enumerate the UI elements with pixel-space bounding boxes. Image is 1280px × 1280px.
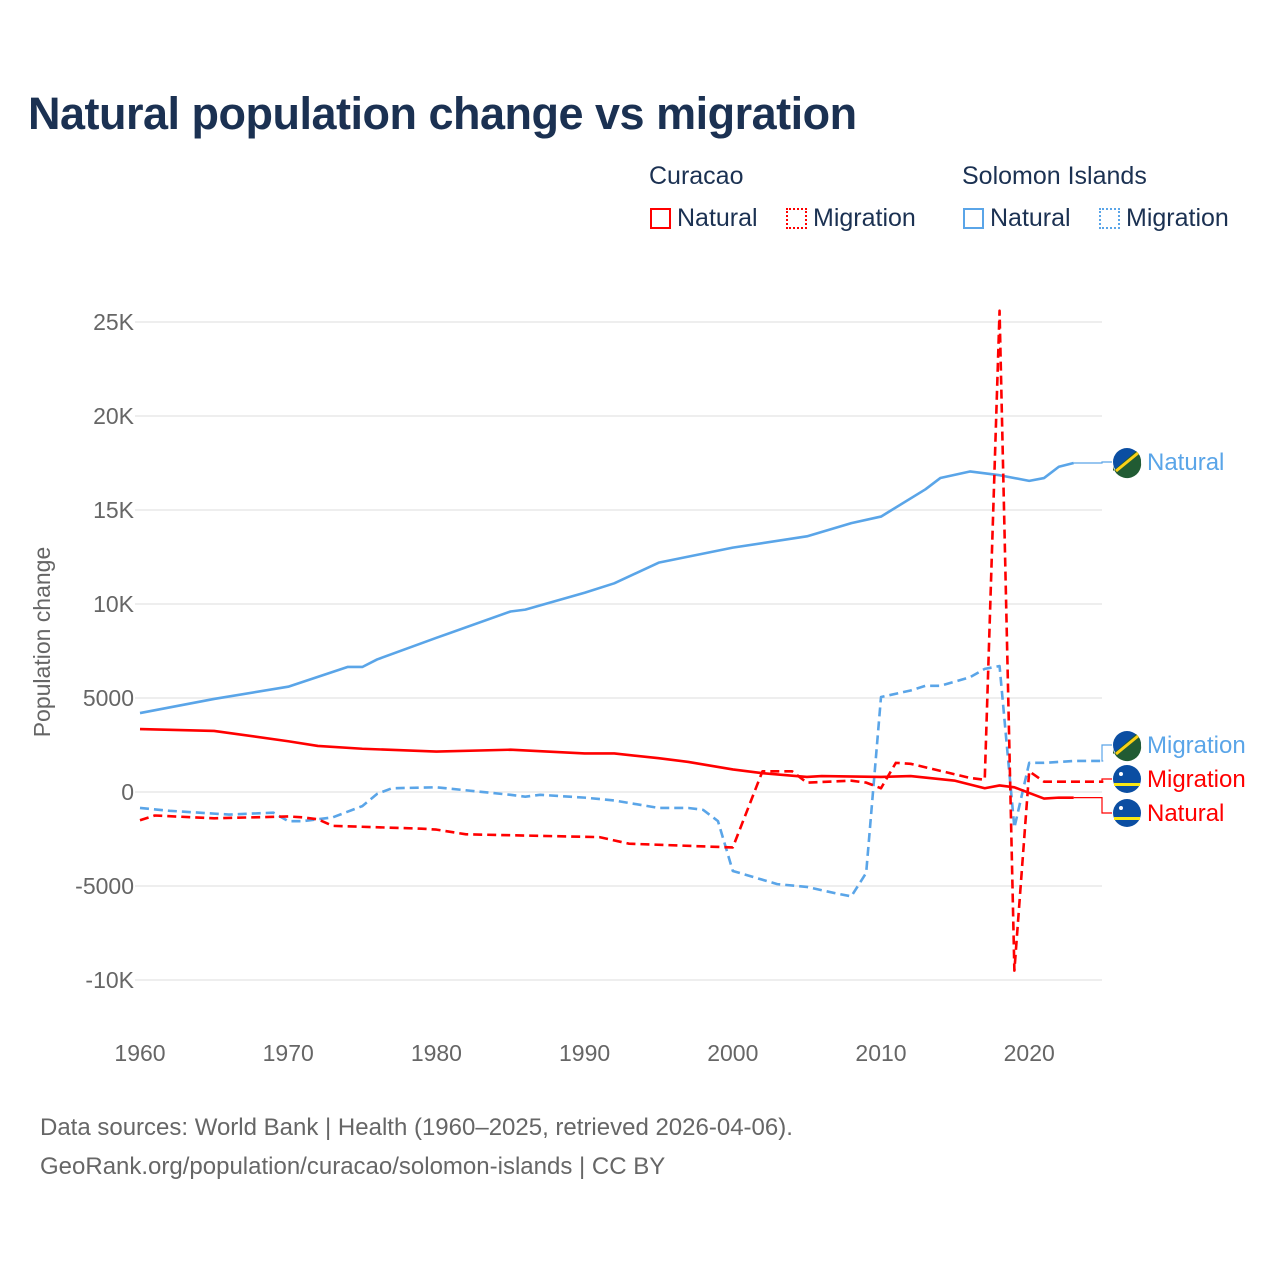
series-end-label: Migration [1147,766,1246,793]
flag-bg [1113,799,1141,827]
source-note: Data sources: World Bank | Health (1960–… [40,1108,793,1186]
y-tick-label: 25K [93,309,135,335]
solomon-flag-icon [1113,448,1142,479]
series-end-label: Migration [1147,732,1246,759]
legend-solomon-natural[interactable]: Natural [963,204,1071,233]
legend-group-solomon: Solomon Islands [962,162,1147,190]
source-line: Data sources: World Bank | Health (1960–… [40,1114,793,1141]
x-tick-label: 1980 [411,1040,462,1066]
solomon-flag-icon [1113,731,1142,762]
series-curacao-natural: Natural [139,727,1224,827]
legend-label: Migration [1126,204,1229,232]
x-tick-label: 2020 [1004,1040,1055,1066]
legend-label: Natural [990,204,1071,232]
leader-line [1101,744,1112,762]
flag-stripe [1115,734,1139,756]
y-tick-label: 5000 [83,685,134,711]
y-tick-label: -10K [85,967,134,993]
legend-curacao-natural[interactable]: Natural [650,204,758,233]
series-curacao-migration: Migration [139,309,1246,972]
source-link[interactable]: GeoRank.org/population/curacao/solomon-i… [40,1153,666,1180]
series-line [139,727,1074,800]
y-tick-label: 0 [121,779,134,805]
y-axis-label: Population change [29,547,55,738]
flag-bg [1113,765,1141,793]
x-tick-label: 2010 [855,1040,906,1066]
series-line [139,309,1104,972]
flag-stripe [1114,817,1140,820]
flag-stripe [1115,451,1139,473]
x-tick-label: 2000 [707,1040,758,1066]
y-tick-label: -5000 [75,873,134,899]
series-line [139,461,1074,715]
curacao-flag-icon [1113,799,1141,827]
legend-label: Migration [813,204,916,232]
series-solomon-natural: Natural [139,448,1224,715]
x-tick-label: 1970 [263,1040,314,1066]
solid-swatch-icon [650,208,671,229]
leader-line [1073,461,1112,464]
dotted-swatch-icon [1099,208,1120,229]
legend-solomon-migration[interactable]: Migration [1099,204,1229,233]
flag-star [1119,772,1123,776]
legend-label: Natural [677,204,758,232]
curacao-flag-icon [1113,765,1141,793]
flag-stripe [1114,783,1140,786]
y-tick-label: 15K [93,497,135,523]
leader-line [1101,778,1112,783]
dotted-swatch-icon [786,208,807,229]
series-end-label: Natural [1147,800,1224,827]
series-solomon-migration: Migration [139,664,1246,898]
chart-title: Natural population change vs migration [28,88,857,139]
leader-line [1073,797,1112,814]
legend-curacao-migration[interactable]: Migration [786,204,916,233]
series-end-label: Natural [1147,449,1224,476]
x-tick-label: 1960 [114,1040,165,1066]
x-tick-label: 1990 [559,1040,610,1066]
y-tick-label: 20K [93,403,135,429]
solid-swatch-icon [963,208,984,229]
legend-group-curacao: Curacao [649,162,744,190]
y-tick-label: 10K [93,591,135,617]
flag-star [1119,806,1123,810]
